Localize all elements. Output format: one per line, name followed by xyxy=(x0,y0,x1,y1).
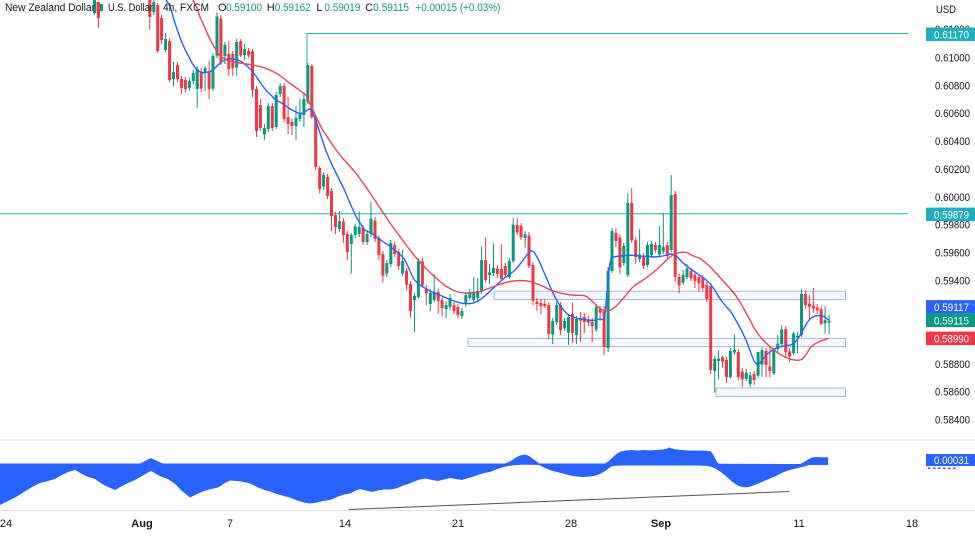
svg-text:0.60600: 0.60600 xyxy=(935,108,970,120)
svg-text:H: H xyxy=(267,2,275,14)
svg-text:28: 28 xyxy=(565,518,577,530)
svg-text:0.59115: 0.59115 xyxy=(934,315,969,327)
svg-text:0.61000: 0.61000 xyxy=(935,53,970,65)
svg-text:0.60200: 0.60200 xyxy=(935,164,970,176)
svg-text:0.59019: 0.59019 xyxy=(324,2,360,14)
svg-text:0.59117: 0.59117 xyxy=(934,302,969,314)
svg-text:U.S. Dollar: U.S. Dollar xyxy=(108,2,153,14)
svg-text:0.59400: 0.59400 xyxy=(935,275,970,287)
svg-text:0.58990: 0.58990 xyxy=(934,333,969,345)
svg-text:L: L xyxy=(316,2,322,14)
svg-text:21: 21 xyxy=(452,518,464,530)
svg-text:0.59800: 0.59800 xyxy=(935,220,970,232)
svg-text:0.60000: 0.60000 xyxy=(935,192,970,204)
svg-text:0.00031: 0.00031 xyxy=(934,455,969,467)
svg-text:+0.00015 (+0.03%): +0.00015 (+0.03%) xyxy=(415,2,500,14)
svg-text:24: 24 xyxy=(0,518,12,530)
svg-text:18: 18 xyxy=(906,518,918,530)
svg-text:14: 14 xyxy=(339,518,351,530)
svg-text:0.61170: 0.61170 xyxy=(934,29,969,41)
svg-text:Sep: Sep xyxy=(651,518,671,530)
svg-text:0.58800: 0.58800 xyxy=(935,359,970,371)
svg-text:0.59162: 0.59162 xyxy=(275,2,311,14)
svg-text:4h, FXCM: 4h, FXCM xyxy=(163,2,209,14)
svg-text:C: C xyxy=(365,2,373,14)
svg-text:USD: USD xyxy=(936,4,956,16)
svg-text:0.59879: 0.59879 xyxy=(934,209,969,221)
svg-text:0.59600: 0.59600 xyxy=(935,248,970,260)
svg-text:0.58600: 0.58600 xyxy=(935,387,970,399)
svg-text:Aug: Aug xyxy=(131,518,152,530)
svg-text:7: 7 xyxy=(227,518,233,530)
svg-text:New Zealand Dollar: New Zealand Dollar xyxy=(5,2,95,14)
svg-text:0.59100: 0.59100 xyxy=(226,2,262,14)
svg-text:0.59115: 0.59115 xyxy=(373,2,409,14)
svg-text:11: 11 xyxy=(793,518,804,530)
svg-text:O: O xyxy=(218,2,227,14)
svg-text:0.60400: 0.60400 xyxy=(935,136,970,148)
svg-text:0.60800: 0.60800 xyxy=(935,80,970,92)
svg-text:0.58400: 0.58400 xyxy=(935,415,970,427)
